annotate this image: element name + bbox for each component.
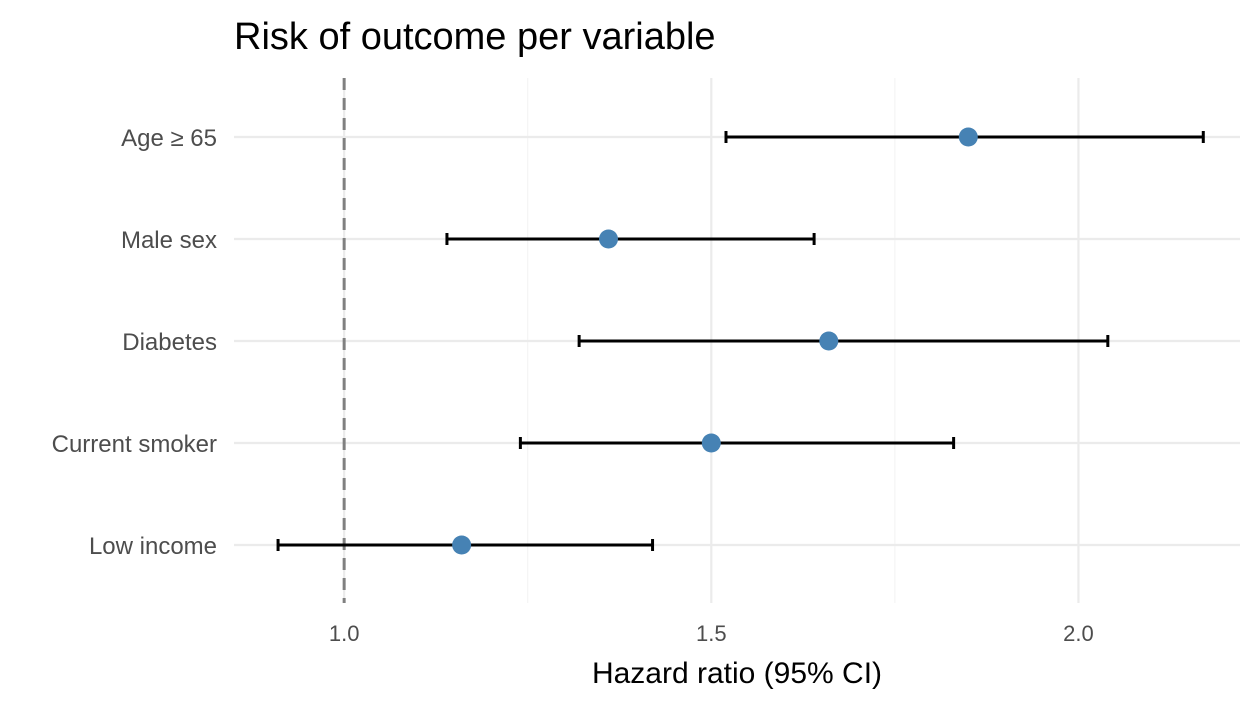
x-tick-label-1: 1.5 [696,621,727,646]
y-tick-label-0: Age ≥ 65 [121,125,217,152]
x-axis-label: Hazard ratio (95% CI) [592,657,882,690]
y-tick-label-3: Current smoker [52,431,217,458]
point-estimate-1 [598,229,618,249]
y-tick-label-1: Male sex [121,227,217,254]
point-estimates [452,127,978,555]
x-axis-tick-labels: 1.0 1.5 2.0 [329,621,1094,646]
x-tick-label-2: 2.0 [1063,621,1094,646]
point-estimate-4 [452,535,472,555]
point-estimate-3 [701,433,721,453]
y-tick-label-2: Diabetes [122,329,217,356]
x-tick-label-0: 1.0 [329,621,360,646]
point-estimate-2 [819,331,839,351]
y-axis-tick-labels: Age ≥ 65 Male sex Diabetes Current smoker Lo… [52,125,217,560]
y-tick-label-4: Low income [89,533,217,560]
point-estimate-0 [958,127,978,147]
chart-title: Risk of outcome per variable [234,16,716,58]
